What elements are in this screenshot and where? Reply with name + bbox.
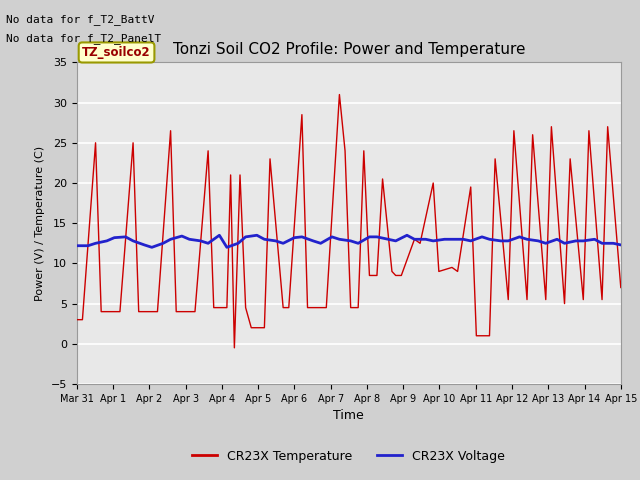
Y-axis label: Power (V) / Temperature (C): Power (V) / Temperature (C) <box>35 145 45 301</box>
Text: TZ_soilco2: TZ_soilco2 <box>82 46 151 59</box>
Legend: CR23X Temperature, CR23X Voltage: CR23X Temperature, CR23X Voltage <box>188 445 510 468</box>
Title: Tonzi Soil CO2 Profile: Power and Temperature: Tonzi Soil CO2 Profile: Power and Temper… <box>173 42 525 57</box>
X-axis label: Time: Time <box>333 409 364 422</box>
Text: No data for f_T2_PanelT: No data for f_T2_PanelT <box>6 33 162 44</box>
Text: No data for f_T2_BattV: No data for f_T2_BattV <box>6 13 155 24</box>
